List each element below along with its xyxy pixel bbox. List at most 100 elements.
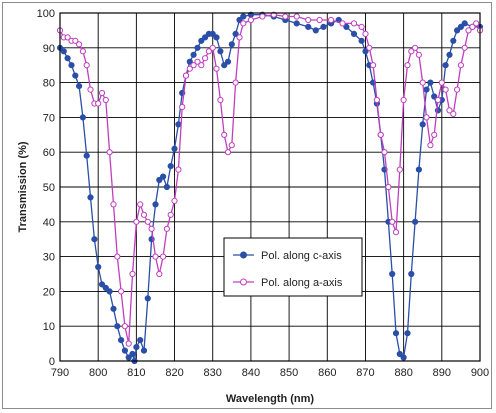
data-point-c-axis: [293, 20, 300, 27]
y-tick-label: 80: [43, 78, 55, 90]
data-point-c-axis: [400, 354, 407, 361]
data-point-a-axis: [95, 100, 102, 107]
data-point-a-axis: [415, 51, 422, 58]
data-point-a-axis: [64, 34, 71, 41]
data-point-c-axis: [163, 183, 170, 191]
data-point-c-axis: [160, 173, 167, 180]
data-point-a-axis: [427, 142, 434, 149]
legend-label-c-axis: Pol. along c-axis: [261, 250, 342, 262]
data-point-a-axis: [473, 20, 480, 27]
data-point-a-axis: [259, 13, 266, 20]
data-point-a-axis: [461, 44, 468, 51]
legend-marker-a-axis: [240, 278, 247, 286]
data-point-a-axis: [228, 142, 235, 149]
y-tick-label: 60: [43, 147, 55, 159]
data-point-c-axis: [144, 295, 151, 302]
data-point-c-axis: [419, 121, 426, 128]
data-point-a-axis: [469, 23, 476, 30]
data-point-a-axis: [240, 20, 247, 27]
data-point-a-axis: [396, 166, 403, 173]
data-point-a-axis: [125, 340, 132, 347]
data-point-a-axis: [362, 30, 369, 38]
data-point-c-axis: [213, 34, 220, 41]
data-point-c-axis: [408, 270, 415, 278]
data-point-c-axis: [156, 176, 163, 184]
data-point-c-axis: [68, 62, 75, 69]
data-point-c-axis: [133, 344, 140, 351]
data-point-a-axis: [373, 96, 380, 104]
data-point-c-axis: [350, 30, 358, 38]
x-tick-label: 820: [165, 367, 183, 379]
data-point-c-axis: [320, 23, 327, 30]
data-point-c-axis: [343, 23, 350, 30]
data-point-c-axis: [64, 55, 71, 62]
data-point-a-axis: [190, 62, 197, 69]
series-group: [56, 11, 484, 365]
data-point-a-axis: [114, 253, 121, 260]
data-point-c-axis: [167, 163, 174, 170]
data-point-a-axis: [133, 218, 140, 225]
data-point-c-axis: [98, 281, 106, 288]
data-point-c-axis: [404, 330, 411, 337]
data-point-c-axis: [114, 323, 121, 330]
data-point-a-axis: [106, 149, 113, 156]
data-point-a-axis: [221, 131, 228, 138]
legend: Pol. along c-axis Pol. along a-axis: [223, 237, 363, 297]
data-point-c-axis: [221, 62, 228, 69]
data-point-c-axis: [442, 62, 449, 69]
data-point-c-axis: [198, 37, 205, 44]
legend-marker-c-axis: [240, 251, 247, 259]
data-point-a-axis: [350, 20, 358, 27]
data-point-a-axis: [129, 270, 136, 278]
x-tick-label: 860: [318, 367, 336, 379]
data-point-c-axis: [95, 263, 102, 271]
data-point-c-axis: [389, 270, 396, 278]
data-point-a-axis: [370, 62, 377, 69]
data-point-a-axis: [381, 149, 388, 156]
data-point-c-axis: [412, 218, 419, 225]
x-tick-label: 850: [280, 367, 298, 379]
data-point-a-axis: [83, 62, 90, 69]
y-tick-label: 70: [43, 112, 55, 124]
data-point-c-axis: [457, 23, 464, 30]
data-point-a-axis: [366, 44, 373, 51]
data-point-c-axis: [129, 350, 136, 358]
data-point-a-axis: [209, 44, 216, 51]
data-point-c-axis: [450, 37, 457, 44]
data-point-a-axis: [79, 48, 87, 55]
data-point-a-axis: [236, 34, 243, 41]
y-tick-label: 100: [37, 8, 55, 20]
data-point-a-axis: [404, 62, 411, 69]
data-point-c-axis: [392, 330, 400, 337]
data-point-a-axis: [175, 166, 182, 173]
data-point-c-axis: [454, 27, 461, 34]
x-tick-labels: 790 800 810 820 830 840 850 860 870 880 890 900: [51, 367, 489, 379]
data-point-a-axis: [137, 201, 144, 208]
data-point-c-axis: [415, 166, 422, 173]
data-point-a-axis: [438, 79, 445, 86]
data-point-a-axis: [431, 131, 438, 138]
data-point-c-axis: [171, 145, 178, 152]
data-point-c-axis: [217, 48, 224, 55]
y-tick-label: 50: [43, 182, 55, 194]
data-point-a-axis: [377, 131, 384, 138]
data-point-a-axis: [450, 110, 457, 118]
data-point-c-axis: [91, 236, 98, 243]
data-point-a-axis: [156, 270, 163, 278]
data-point-c-axis: [125, 354, 132, 361]
data-point-c-axis: [118, 337, 125, 344]
data-point-a-axis: [72, 37, 79, 44]
data-point-a-axis: [171, 197, 178, 204]
data-point-a-axis: [118, 288, 125, 295]
data-point-a-axis: [98, 89, 106, 97]
y-tick-label: 30: [43, 252, 55, 264]
data-point-c-axis: [110, 305, 117, 312]
x-tick-label: 830: [204, 367, 222, 379]
data-point-a-axis: [232, 79, 239, 86]
data-point-c-axis: [362, 48, 369, 55]
data-point-a-axis: [400, 96, 407, 104]
data-point-c-axis: [140, 347, 148, 354]
data-point-a-axis: [446, 107, 453, 114]
data-point-a-axis: [202, 55, 209, 62]
